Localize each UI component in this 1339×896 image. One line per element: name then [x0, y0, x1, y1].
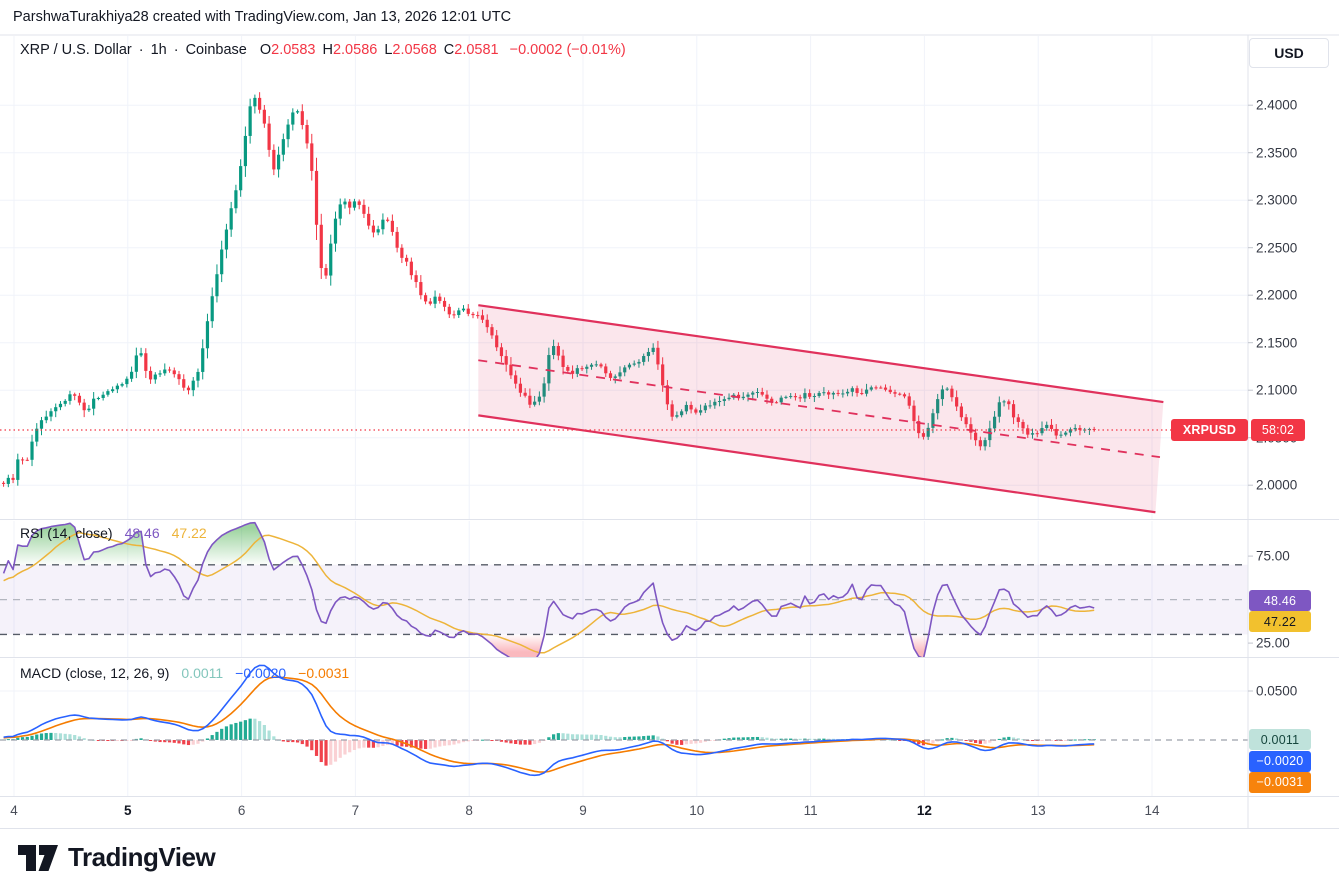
candles-layer [1, 92, 1096, 488]
axis-tick-marks [1248, 104, 1253, 692]
legend-separator: · [138, 42, 144, 58]
macd-value-hist: 0.0011 [181, 665, 224, 681]
rsi-tick-label: 75.00 [1256, 548, 1290, 564]
time-axis-label: 9 [579, 803, 587, 818]
rsi-value-main: 48.46 [124, 525, 160, 541]
rsi-layer [0, 521, 1248, 657]
ohlc-open: O2.0583 [259, 42, 316, 58]
price-symbol-badge: XRPUSD [1171, 419, 1248, 441]
price-tick-label: 2.1500 [1256, 335, 1298, 351]
time-axis-label: 10 [689, 803, 705, 818]
time-axis-label: 14 [1144, 803, 1160, 818]
interval-label[interactable]: 1h [150, 42, 167, 58]
ohlc-close: C2.0581 [443, 42, 499, 58]
rsi-value-ma: 47.22 [171, 525, 207, 541]
macd-line-badge: −0.0020 [1249, 750, 1311, 772]
symbol-title[interactable]: XRP / U.S. Dollar [20, 42, 132, 58]
time-axis-label: 8 [465, 803, 473, 818]
rsi-value-badge: 48.46 [1249, 590, 1311, 611]
rsi-pane[interactable] [0, 521, 1248, 657]
time-axis-label: 4 [10, 803, 18, 818]
rsi-panel-title: RSI (14, close) 48.46 47.22 [20, 525, 207, 541]
symbol-legend: XRP / U.S. Dollar · 1h · Coinbase O2.058… [20, 42, 626, 58]
time-axis-label: 13 [1030, 803, 1046, 818]
legend-separator2: · [173, 42, 179, 58]
change-label: −0.0002 (−0.01%) [509, 42, 626, 58]
pane-separators [0, 34, 1339, 829]
exchange-label: Coinbase [185, 42, 247, 58]
price-pane[interactable] [0, 36, 1248, 519]
rsi-ma-value-badge: 47.22 [1249, 611, 1311, 632]
price-tick-label: 2.2000 [1256, 287, 1298, 303]
macd-title[interactable]: MACD (close, 12, 26, 9) [20, 665, 170, 681]
time-axis-label: 12 [916, 803, 932, 818]
currency-usd-button[interactable]: USD [1249, 38, 1329, 68]
time-axis-label: 11 [803, 803, 818, 818]
price-tick-label: 2.0000 [1256, 477, 1298, 493]
time-axis-label: 7 [351, 803, 360, 818]
price-tick-label: 2.3500 [1256, 145, 1298, 161]
macd-panel-title: MACD (close, 12, 26, 9) 0.0011 −0.0020 −… [20, 665, 349, 681]
time-axis[interactable] [0, 797, 1248, 829]
macd-signal-badge: −0.0031 [1249, 771, 1311, 793]
price-tick-label: 2.2500 [1256, 240, 1298, 256]
price-axis[interactable] [1248, 36, 1339, 796]
ohlc-low: L2.0568 [384, 42, 437, 58]
price-tick-label: 2.3000 [1256, 192, 1298, 208]
bar-countdown-badge: 58:02 [1251, 419, 1305, 441]
macd-value-macd: −0.0020 [235, 665, 287, 681]
tradingview-logo[interactable]: TradingView [18, 842, 216, 873]
price-tick-label: 2.4000 [1256, 97, 1298, 113]
attribution-text: ParshwaTurakhiya28 created with TradingV… [13, 9, 512, 25]
time-axis-label: 6 [237, 803, 246, 818]
macd-hist-badge: 0.0011 [1249, 729, 1311, 750]
ohlc-high: H2.0586 [322, 42, 378, 58]
price-tick-label: 2.1000 [1256, 382, 1298, 398]
macd-layer [0, 664, 1248, 777]
tradingview-logo-icon [18, 844, 58, 871]
rsi-title[interactable]: RSI (14, close) [20, 525, 113, 541]
macd-pane[interactable] [0, 659, 1248, 796]
parallel-channel[interactable] [478, 304, 1164, 514]
time-axis-label: 5 [124, 803, 132, 818]
macd-value-signal: −0.0031 [298, 665, 350, 681]
tradingview-logo-text: TradingView [68, 842, 216, 872]
macd-tick-label: 0.0500 [1256, 683, 1298, 699]
rsi-tick-label: 25.00 [1256, 635, 1290, 651]
